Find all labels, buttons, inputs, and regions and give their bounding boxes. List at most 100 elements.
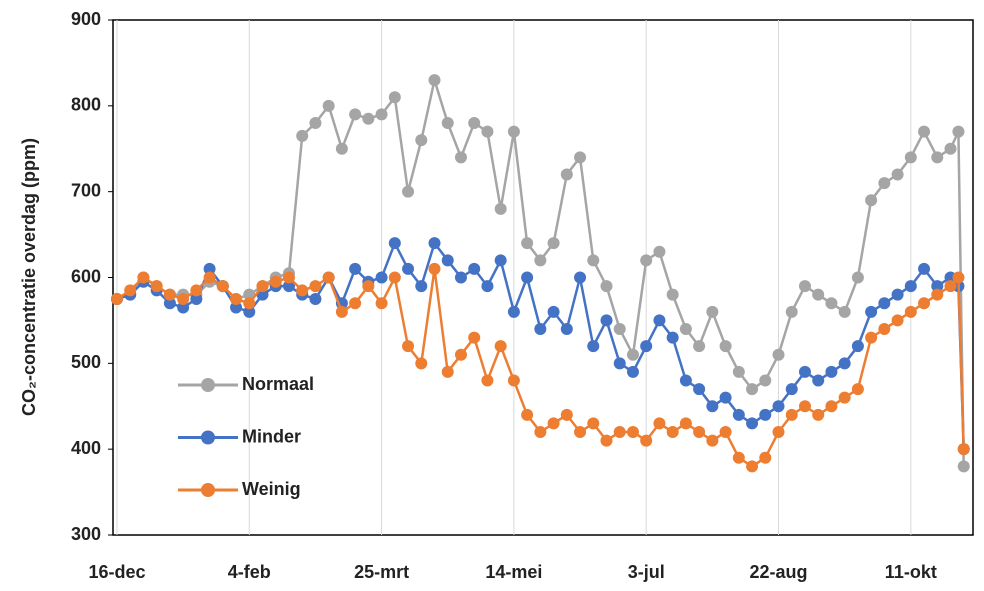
- point: [296, 129, 309, 142]
- point: [918, 125, 931, 138]
- point: [335, 142, 348, 155]
- point: [243, 297, 256, 310]
- point: [203, 262, 216, 275]
- point: [349, 297, 362, 310]
- point: [640, 254, 653, 267]
- point: [957, 443, 970, 456]
- point: [851, 383, 864, 396]
- point: [600, 280, 613, 293]
- point: [481, 374, 494, 387]
- point: [309, 117, 322, 129]
- y-axis-label: CO₂-concentratie overdag (ppm): [19, 138, 39, 416]
- point: [454, 151, 467, 164]
- point: [613, 357, 626, 370]
- point: [931, 288, 944, 301]
- point: [931, 280, 944, 293]
- point: [706, 305, 719, 318]
- point: [772, 426, 785, 438]
- point: [666, 426, 679, 438]
- point: [547, 417, 560, 430]
- point: [785, 408, 798, 421]
- point: [177, 292, 190, 305]
- point: [309, 280, 322, 293]
- point: [838, 305, 851, 318]
- legend-label: Minder: [242, 426, 301, 446]
- point: [534, 323, 547, 335]
- point: [402, 262, 415, 275]
- point: [679, 323, 692, 335]
- point: [203, 271, 216, 284]
- point: [163, 288, 176, 301]
- point: [402, 185, 415, 198]
- point: [494, 340, 507, 353]
- point: [904, 305, 917, 318]
- legend-label: Weinig: [242, 479, 301, 499]
- point: [230, 292, 243, 305]
- point: [759, 408, 772, 421]
- point: [375, 297, 388, 310]
- point: [388, 237, 401, 250]
- point: [177, 301, 190, 314]
- point: [626, 426, 639, 438]
- point: [534, 254, 547, 267]
- point: [322, 99, 335, 112]
- point: [600, 434, 613, 447]
- point: [415, 357, 428, 370]
- point: [759, 451, 772, 464]
- point: [388, 91, 401, 104]
- point: [574, 271, 587, 284]
- point: [851, 340, 864, 353]
- point: [454, 348, 467, 361]
- point: [865, 331, 878, 344]
- point: [693, 426, 706, 438]
- point: [110, 292, 123, 305]
- point: [375, 108, 388, 121]
- point: [190, 284, 203, 297]
- point: [494, 254, 507, 267]
- point: [600, 314, 613, 327]
- point: [931, 151, 944, 164]
- point: [719, 340, 732, 353]
- point: [706, 434, 719, 447]
- point: [825, 400, 838, 413]
- point: [560, 168, 573, 181]
- point: [944, 142, 957, 155]
- point: [732, 365, 745, 378]
- point: [785, 305, 798, 318]
- point: [124, 284, 137, 297]
- point: [190, 292, 203, 305]
- point: [282, 280, 295, 293]
- point: [441, 117, 454, 129]
- point: [746, 383, 759, 396]
- point: [653, 417, 666, 430]
- point: [362, 112, 375, 125]
- point: [481, 125, 494, 138]
- legend-marker: [201, 378, 215, 392]
- x-tick-label: 3-jul: [628, 562, 665, 582]
- x-tick-label: 22-aug: [749, 562, 807, 582]
- point: [865, 194, 878, 207]
- point: [613, 323, 626, 335]
- point: [666, 331, 679, 344]
- point: [679, 374, 692, 387]
- point: [952, 125, 965, 138]
- point: [812, 408, 825, 421]
- series-line: [116, 240, 965, 450]
- point: [719, 391, 732, 404]
- point: [468, 117, 481, 129]
- point: [256, 280, 269, 293]
- x-tick-label: 11-okt: [885, 562, 937, 582]
- point: [507, 125, 520, 138]
- point: [798, 365, 811, 378]
- point: [878, 177, 891, 190]
- point: [560, 323, 573, 335]
- point: [918, 262, 931, 275]
- point: [560, 408, 573, 421]
- point: [428, 237, 441, 250]
- point: [759, 374, 772, 387]
- point: [322, 271, 335, 284]
- point: [653, 314, 666, 327]
- point: [428, 74, 441, 87]
- point: [732, 408, 745, 421]
- point: [507, 305, 520, 318]
